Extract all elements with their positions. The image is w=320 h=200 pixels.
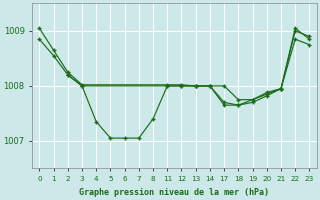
X-axis label: Graphe pression niveau de la mer (hPa): Graphe pression niveau de la mer (hPa) [79,188,269,197]
